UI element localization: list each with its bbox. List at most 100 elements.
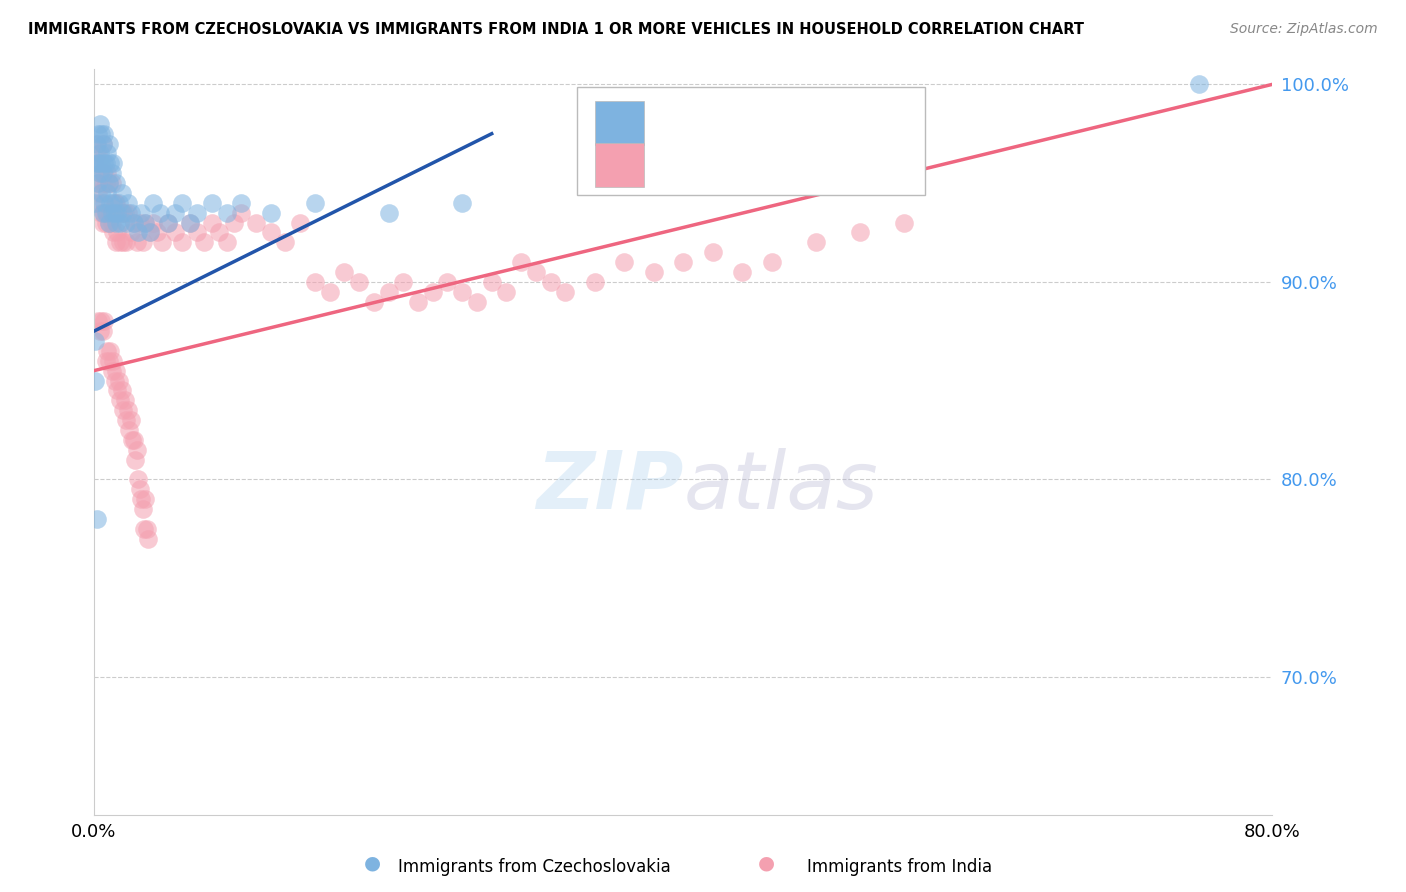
Point xyxy=(304,195,326,210)
Point xyxy=(98,205,121,219)
Point xyxy=(163,205,186,219)
Point xyxy=(134,491,156,506)
Point xyxy=(111,186,134,200)
Point xyxy=(108,374,131,388)
Point xyxy=(363,294,385,309)
Point xyxy=(524,265,547,279)
Point xyxy=(117,205,139,219)
Point xyxy=(84,374,107,388)
Text: 65: 65 xyxy=(852,112,879,132)
Point xyxy=(215,235,238,250)
Point xyxy=(422,285,444,299)
Point xyxy=(86,136,108,151)
Point xyxy=(139,226,162,240)
Text: N =: N = xyxy=(801,158,845,177)
Point xyxy=(90,127,112,141)
Point xyxy=(97,215,120,229)
Point xyxy=(122,215,145,229)
Point xyxy=(93,166,115,180)
Text: N =: N = xyxy=(801,112,845,132)
Point xyxy=(163,226,186,240)
Point xyxy=(114,393,136,408)
Point xyxy=(110,235,132,250)
Point xyxy=(134,215,156,229)
Point xyxy=(103,205,125,219)
Point xyxy=(103,195,125,210)
Point xyxy=(93,314,115,328)
Point xyxy=(495,285,517,299)
Point xyxy=(101,226,124,240)
Point xyxy=(392,275,415,289)
Point xyxy=(103,374,125,388)
Point xyxy=(107,226,129,240)
FancyBboxPatch shape xyxy=(595,101,644,145)
FancyBboxPatch shape xyxy=(576,87,925,195)
Point xyxy=(1188,78,1211,92)
Point xyxy=(97,353,120,368)
Point xyxy=(138,532,160,546)
Point xyxy=(222,215,245,229)
Point xyxy=(120,413,142,427)
Point xyxy=(318,285,340,299)
Point xyxy=(245,215,267,229)
Point xyxy=(94,215,117,229)
Point xyxy=(115,413,138,427)
Point xyxy=(347,275,370,289)
Point xyxy=(643,265,665,279)
Point xyxy=(100,166,122,180)
Point xyxy=(105,176,128,190)
Point xyxy=(107,384,129,398)
Point xyxy=(98,156,121,170)
Point xyxy=(122,433,145,447)
Point xyxy=(91,176,114,190)
Text: Immigrants from India: Immigrants from India xyxy=(807,858,993,876)
Point xyxy=(231,195,253,210)
Point xyxy=(107,205,129,219)
Point xyxy=(87,146,110,161)
Point xyxy=(131,235,153,250)
Point xyxy=(115,215,138,229)
Point xyxy=(117,403,139,417)
Point xyxy=(97,176,120,190)
Point xyxy=(260,205,283,219)
Point xyxy=(186,226,208,240)
Point xyxy=(87,186,110,200)
Point xyxy=(90,314,112,328)
Point xyxy=(510,255,533,269)
Point xyxy=(333,265,356,279)
Point xyxy=(94,176,117,190)
Point xyxy=(90,205,112,219)
Text: Source: ZipAtlas.com: Source: ZipAtlas.com xyxy=(1230,22,1378,37)
Point xyxy=(125,442,148,457)
Point xyxy=(121,433,143,447)
Point xyxy=(134,215,156,229)
Point xyxy=(150,235,173,250)
Point xyxy=(87,127,110,141)
Point xyxy=(231,205,253,219)
Point xyxy=(90,186,112,200)
Text: IMMIGRANTS FROM CZECHOSLOVAKIA VS IMMIGRANTS FROM INDIA 1 OR MORE VEHICLES IN HO: IMMIGRANTS FROM CZECHOSLOVAKIA VS IMMIGR… xyxy=(28,22,1084,37)
Point xyxy=(304,275,326,289)
Point xyxy=(91,136,114,151)
Point xyxy=(128,482,150,496)
FancyBboxPatch shape xyxy=(595,144,644,187)
Text: R =: R = xyxy=(654,112,696,132)
Point xyxy=(110,393,132,408)
Point xyxy=(91,166,114,180)
Point xyxy=(112,205,135,219)
Point xyxy=(208,226,231,240)
Point xyxy=(128,215,150,229)
Point xyxy=(186,205,208,219)
Point xyxy=(100,215,122,229)
Text: atlas: atlas xyxy=(683,448,877,525)
Point xyxy=(136,522,159,536)
Text: Immigrants from Czechoslovakia: Immigrants from Czechoslovakia xyxy=(398,858,671,876)
Point xyxy=(274,235,297,250)
Point xyxy=(97,136,120,151)
Point xyxy=(111,205,134,219)
Point xyxy=(465,294,488,309)
Point xyxy=(115,235,138,250)
Point xyxy=(288,215,311,229)
Point xyxy=(731,265,754,279)
Point xyxy=(87,156,110,170)
